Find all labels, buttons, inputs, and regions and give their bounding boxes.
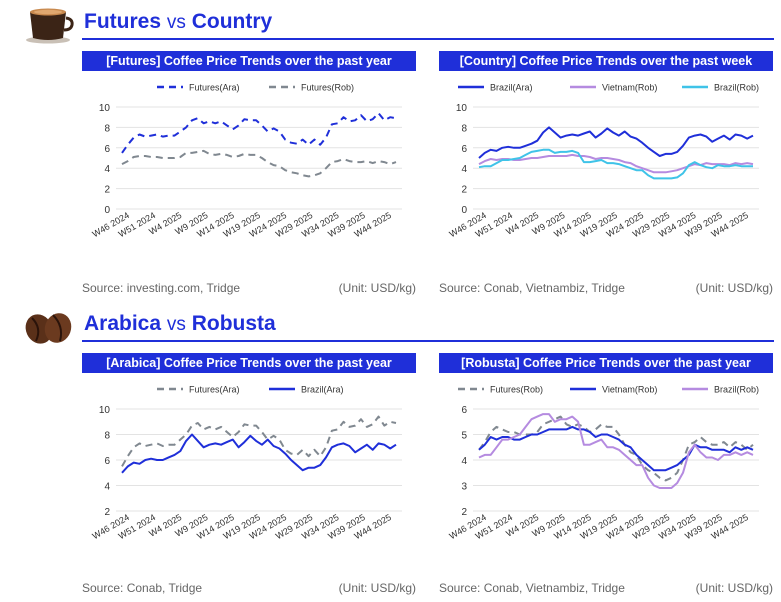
chart-title: [Futures] Coffee Price Trends over the p… xyxy=(82,51,416,71)
chart-title: [Country] Coffee Price Trends over the p… xyxy=(439,51,773,71)
legend-label: Futures(Rob) xyxy=(301,83,354,93)
y-tick-label: 4 xyxy=(461,456,467,467)
coffee-cup-icon xyxy=(26,8,74,44)
series-line-brazil-ara xyxy=(121,433,397,474)
section-title: Arabica vs Robusta xyxy=(84,312,276,335)
chart-legend: Futures(Rob) Vietnam(Rob) Brazil(Rob) xyxy=(458,385,759,395)
chart-title: [Arabica] Coffee Price Trends over the p… xyxy=(82,353,416,373)
section-divider xyxy=(82,38,774,40)
y-tick-label: 0 xyxy=(104,205,110,216)
chart-title: [Robusta] Coffee Price Trends over the p… xyxy=(439,353,773,373)
source-note: Source: investing.com, Tridge xyxy=(82,281,241,295)
legend-label: Brazil(Rob) xyxy=(714,385,759,395)
y-tick-label: 4 xyxy=(461,164,467,175)
y-tick-label: 10 xyxy=(99,405,111,416)
y-tick-label: 2 xyxy=(461,185,467,196)
unit-note: (Unit: USD/kg) xyxy=(695,281,773,295)
legend-label: Brazil(Ara) xyxy=(301,385,344,395)
y-tick-label: 8 xyxy=(461,123,467,134)
coffee-beans-icon xyxy=(25,313,72,344)
chart-legend: Futures(Ara) Futures(Rob) xyxy=(157,83,354,93)
legend-label: Brazil(Ara) xyxy=(490,83,533,93)
series-line-futures-ara xyxy=(121,112,397,154)
y-tick-label: 8 xyxy=(104,123,110,134)
y-tick-label: 4 xyxy=(104,482,110,493)
section-divider xyxy=(82,340,774,342)
y-tick-label: 4 xyxy=(104,164,110,175)
y-tick-label: 5 xyxy=(461,431,467,442)
unit-note: (Unit: USD/kg) xyxy=(695,581,773,595)
series-line-futures-rob xyxy=(121,149,397,178)
y-tick-label: 6 xyxy=(104,456,110,467)
series-line-vietnam-rob xyxy=(478,425,754,472)
y-tick-label: 2 xyxy=(461,507,467,518)
series-line-brazil-rob xyxy=(478,148,753,180)
section-title: Futures vs Country xyxy=(84,10,273,33)
legend-label: Futures(Ara) xyxy=(189,385,240,395)
source-note: Source: Conab, Vietnambiz, Tridge xyxy=(439,281,625,295)
y-tick-label: 2 xyxy=(104,507,110,518)
y-tick-label: 0 xyxy=(461,205,467,216)
legend-label: Vietnam(Rob) xyxy=(602,83,657,93)
series-line-brazil-rob xyxy=(478,413,754,489)
y-tick-label: 10 xyxy=(99,103,111,114)
y-tick-label: 8 xyxy=(104,431,110,442)
legend-label: Futures(Rob) xyxy=(490,385,543,395)
unit-note: (Unit: USD/kg) xyxy=(338,581,416,595)
series-line-futures-ara xyxy=(121,415,397,467)
unit-note: (Unit: USD/kg) xyxy=(338,281,416,295)
y-tick-label: 10 xyxy=(456,103,468,114)
line-chart: Brazil(Ara) Vietnam(Rob) Brazil(Rob) 0 2 4 6 8 1… xyxy=(447,83,759,240)
y-tick-label: 3 xyxy=(461,482,467,493)
y-tick-label: 2 xyxy=(104,185,110,196)
y-tick-label: 6 xyxy=(104,144,110,155)
legend-label: Brazil(Rob) xyxy=(714,83,759,93)
legend-label: Vietnam(Rob) xyxy=(602,385,657,395)
source-note: Source: Conab, Vietnambiz, Tridge xyxy=(439,581,625,595)
chart-legend: Brazil(Ara) Vietnam(Rob) Brazil(Rob) xyxy=(458,83,759,93)
line-chart: Futures(Rob) Vietnam(Rob) Brazil(Rob) 2 3 4 5 6… xyxy=(447,385,759,542)
series-line-brazil-ara xyxy=(478,126,754,159)
source-note: Source: Conab, Tridge xyxy=(82,581,203,595)
series-line-vietnam-rob xyxy=(478,153,754,174)
y-tick-label: 6 xyxy=(461,405,467,416)
series-line-futures-rob xyxy=(478,415,754,482)
legend-label: Futures(Ara) xyxy=(189,83,240,93)
chart-legend: Futures(Ara) Brazil(Ara) xyxy=(157,385,344,395)
y-tick-label: 6 xyxy=(461,144,467,155)
